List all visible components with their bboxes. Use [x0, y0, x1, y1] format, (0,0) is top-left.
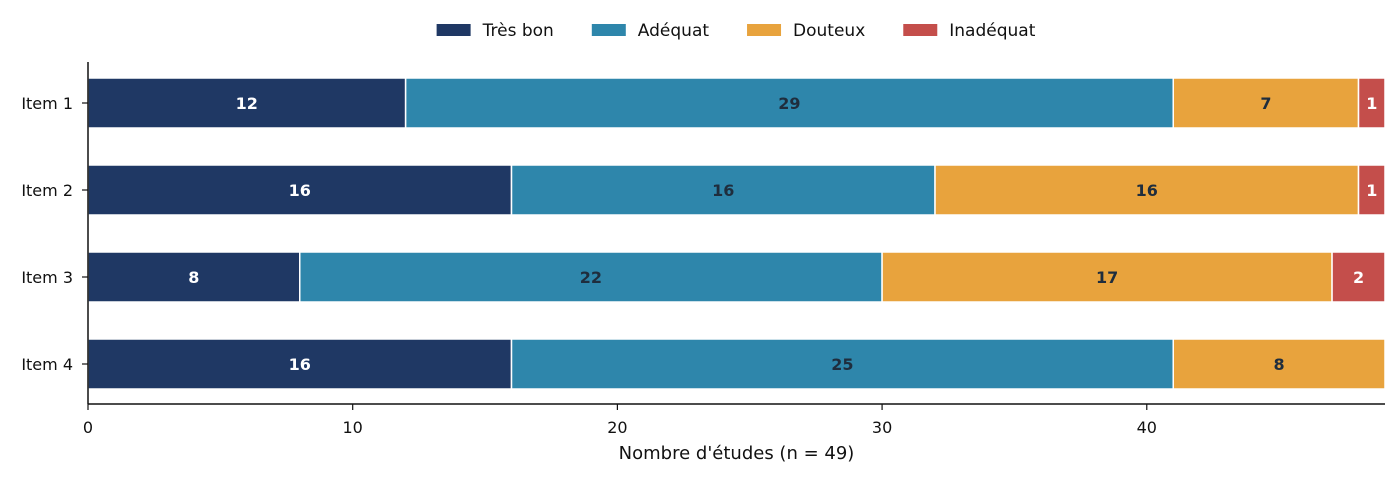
x-tick-label: 20: [607, 418, 627, 437]
bars-group: 12 29 7 1 16 16 16 1 8 22 17 2 16 25 8: [87, 77, 1386, 390]
x-tick-label: 0: [83, 418, 93, 437]
x-tick-label: 10: [343, 418, 363, 437]
bar-value-label: 29: [778, 94, 800, 113]
y-tick-label: Item 4: [21, 355, 73, 374]
bar-value-label: 16: [1136, 181, 1158, 200]
x-axis-title: Nombre d'études (n = 49): [619, 443, 855, 464]
legend-swatch-adequat: [591, 24, 626, 36]
bar-value-label: 25: [831, 355, 853, 374]
legend-label-adequat: Adéquat: [638, 21, 710, 41]
bar-item-2-tres-bon: [87, 164, 513, 216]
legend-swatch-tres-bon: [436, 24, 471, 36]
bar-value-label: 2: [1353, 268, 1364, 287]
y-tick-label: Item 3: [21, 268, 73, 287]
bar-item-1-douteux: [1172, 77, 1360, 129]
legend-label-inadequat: Inadéquat: [949, 21, 1035, 41]
bar-item-3-inadequat: [1331, 251, 1386, 303]
bar-value-label: 7: [1260, 94, 1271, 113]
legend-swatch-douteux: [747, 24, 782, 36]
bar-value-label: 1: [1366, 181, 1377, 200]
bar-value-label: 16: [712, 181, 734, 200]
y-tick-label: Item 2: [21, 181, 73, 200]
bar-item-4-tres-bon: [87, 338, 513, 390]
bar-item-4-douteux: [1172, 338, 1386, 390]
bar-item-2-inadequat: [1357, 164, 1386, 216]
bar-item-1-inadequat: [1357, 77, 1386, 129]
bar-item-4-adequat: [510, 338, 1174, 390]
bar-value-label: 8: [1274, 355, 1285, 374]
legend-label-douteux: Douteux: [793, 21, 865, 41]
bar-value-label: 17: [1096, 268, 1118, 287]
legend-swatch-inadequat: [903, 24, 938, 36]
x-tick-label: 30: [872, 418, 892, 437]
bar-value-label: 22: [580, 268, 602, 287]
y-tick-label: Item 1: [21, 94, 73, 113]
bar-value-label: 16: [289, 355, 311, 374]
legend: Très bon Adéquat Douteux Inadéquat: [436, 21, 1036, 41]
bar-value-label: 1: [1366, 94, 1377, 113]
bar-value-label: 16: [289, 181, 311, 200]
bar-item-1-adequat: [404, 77, 1174, 129]
bar-value-label: 12: [236, 94, 258, 113]
bar-item-3-adequat: [299, 251, 883, 303]
bar-item-2-douteux: [934, 164, 1360, 216]
bar-value-label: 8: [188, 268, 199, 287]
bar-item-2-adequat: [510, 164, 936, 216]
legend-label-tres-bon: Très bon: [482, 21, 554, 41]
x-tick-label: 40: [1137, 418, 1157, 437]
axes-group: 0 10 20 30 40 Item 1 Item 2 Item 3 Item 4: [21, 62, 1385, 437]
bar-item-1-tres-bon: [87, 77, 407, 129]
